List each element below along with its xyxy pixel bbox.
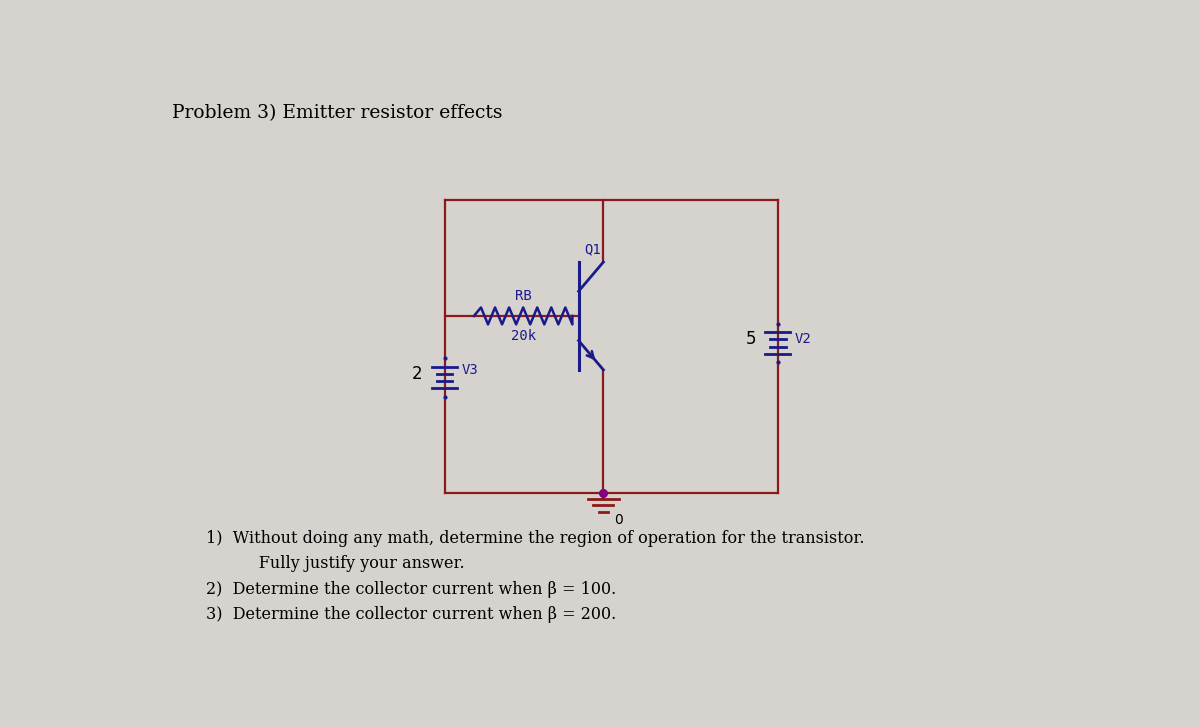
Text: Problem 3) Emitter resistor effects: Problem 3) Emitter resistor effects (172, 104, 503, 122)
Text: RB: RB (515, 289, 532, 303)
Text: 2: 2 (412, 365, 422, 382)
Text: Fully justify your answer.: Fully justify your answer. (228, 555, 464, 572)
Text: V2: V2 (794, 332, 811, 346)
Text: 1)  Without doing any math, determine the region of operation for the transistor: 1) Without doing any math, determine the… (206, 530, 864, 547)
Text: 3)  Determine the collector current when β = 200.: 3) Determine the collector current when … (206, 606, 616, 623)
Text: 2)  Determine the collector current when β = 100.: 2) Determine the collector current when … (206, 581, 616, 598)
Text: 20k: 20k (510, 329, 535, 343)
Text: 5: 5 (745, 330, 756, 348)
Text: V3: V3 (462, 363, 479, 377)
Text: Q1: Q1 (584, 242, 601, 256)
Text: 0: 0 (614, 513, 623, 527)
